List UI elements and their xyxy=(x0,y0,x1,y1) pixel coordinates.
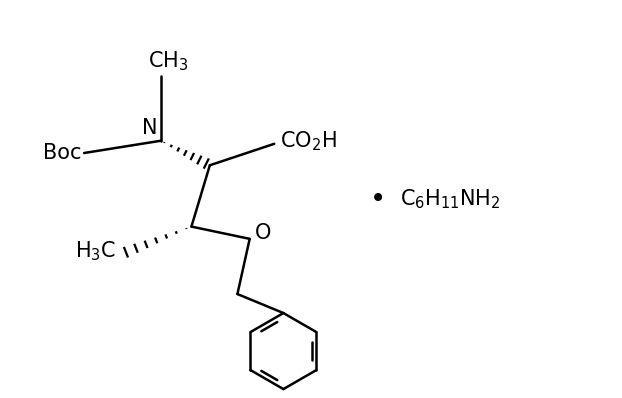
Text: •: • xyxy=(370,185,387,213)
Text: CO$_2$H: CO$_2$H xyxy=(281,129,337,152)
Text: O: O xyxy=(255,223,271,243)
Text: N: N xyxy=(142,118,157,138)
Text: CH$_3$: CH$_3$ xyxy=(148,50,188,73)
Text: Boc: Boc xyxy=(42,143,81,163)
Text: H$_3$C: H$_3$C xyxy=(75,239,116,263)
Text: C$_6$H$_{11}$NH$_2$: C$_6$H$_{11}$NH$_2$ xyxy=(400,187,500,211)
